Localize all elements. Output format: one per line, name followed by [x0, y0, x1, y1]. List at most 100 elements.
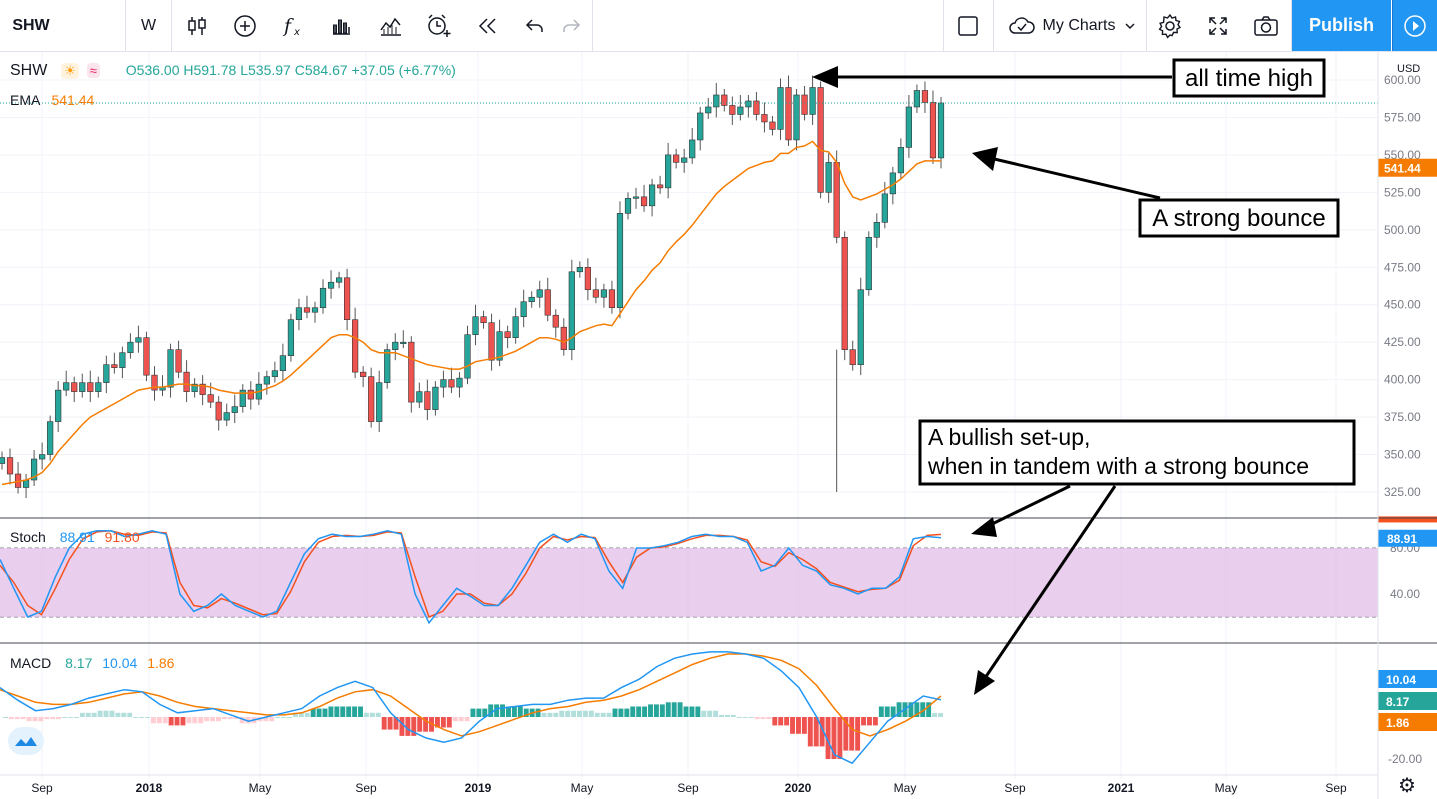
play-icon[interactable] [1392, 0, 1437, 51]
candle [344, 268, 351, 331]
stoch-d-value: 91.80 [104, 529, 140, 545]
gear-icon[interactable] [1150, 0, 1190, 51]
macd-hist-bar [2, 717, 8, 718]
macd-hist-bar [500, 704, 506, 717]
candle-body [745, 100, 752, 108]
candles-icon[interactable] [176, 0, 218, 51]
macd-hist-bar [115, 712, 121, 717]
candle-body [560, 326, 567, 350]
macd-hist-bar [304, 712, 310, 717]
add-indicator-icon[interactable] [224, 0, 266, 51]
candle-body [368, 376, 375, 422]
stoch-k-value: 88.91 [59, 529, 95, 545]
candle-body [881, 193, 888, 223]
currency-label: USD [1397, 63, 1420, 75]
time-axis[interactable]: Sep 2018 May Sep 2019 May Sep 2020 May Sep 2021 May… [31, 781, 1347, 795]
stoch-k-tag [1378, 529, 1437, 547]
layout-name: My Charts [1042, 16, 1116, 34]
macd-hist-bar [659, 704, 665, 717]
candle-body [335, 277, 343, 283]
candle [303, 295, 311, 319]
candle [167, 343, 174, 398]
candle-body [352, 319, 359, 373]
macd-hist-bar [227, 717, 233, 720]
macd-hist-bar [292, 712, 298, 717]
candle-body [319, 287, 327, 309]
camera-icon[interactable] [1246, 0, 1286, 51]
macd-hist-bar [819, 717, 825, 747]
macd-hist-bar [464, 717, 470, 722]
candle-body [841, 237, 848, 350]
price-tick-label: 475.00 [1384, 260, 1421, 274]
macd-hist-bar [85, 712, 91, 717]
macd-label[interactable]: MACD [10, 655, 52, 671]
time-tick-label: Sep [1004, 781, 1026, 795]
macd-hist-bar [73, 717, 79, 718]
macd-hist-bar [452, 717, 458, 722]
macd-hist-bar [482, 708, 488, 717]
price-axis[interactable]: 325.00 350.00 375.00 400.00 425.00 450.00 475.… [1378, 63, 1437, 766]
candle-body [408, 341, 415, 403]
candle [55, 381, 62, 433]
macd-hist-bar [144, 717, 150, 718]
macd-hist-bar [470, 708, 476, 717]
stoch-label[interactable]: Stoch [10, 529, 46, 545]
cloud-icon [1007, 15, 1037, 37]
macd-hist-bar [494, 704, 500, 717]
replay-icon[interactable] [466, 0, 508, 51]
interval-selector[interactable]: W [140, 16, 157, 34]
publish-button[interactable]: Publish [1292, 0, 1391, 51]
candle-body [608, 289, 616, 309]
my-charts-button[interactable]: My Charts [998, 0, 1144, 51]
legend-symbol[interactable]: SHW [10, 62, 48, 79]
macd-value-tag [1378, 713, 1437, 731]
candle [95, 376, 102, 398]
tradingview-logo[interactable] [8, 727, 44, 755]
candle [841, 231, 848, 361]
symbol-search[interactable]: SHW [12, 16, 50, 34]
candle-body [464, 334, 471, 379]
macd-hist-bar [434, 717, 440, 728]
candle-body [937, 102, 945, 159]
redo-icon[interactable] [550, 0, 592, 51]
settings-gear-icon[interactable]: ⚙ [1398, 775, 1416, 797]
candle [127, 333, 134, 359]
macd-hist-bar [281, 717, 287, 718]
candle-body [127, 341, 134, 353]
compare-icon[interactable] [370, 0, 412, 51]
macd-hist-bar [701, 710, 707, 717]
candle [352, 307, 359, 379]
undo-icon[interactable] [514, 0, 556, 51]
macd-hist-bar [867, 717, 872, 726]
bar-chart-icon[interactable] [320, 0, 362, 51]
macd-hist-bar [287, 717, 292, 718]
fullscreen-icon[interactable] [1198, 0, 1238, 51]
macd-hist-bar [772, 717, 778, 726]
candle-body [753, 100, 760, 115]
macd-hist-bar [790, 717, 796, 734]
candle [47, 415, 54, 461]
price-tick-label: 400.00 [1384, 373, 1421, 387]
macd-hist-bar [180, 717, 186, 726]
candle [63, 370, 70, 397]
macd-hist-bar [328, 706, 334, 717]
candle-body [817, 87, 824, 193]
market-status-icon: ☀ [61, 63, 79, 79]
chart-canvas[interactable]: 325.00 350.00 375.00 400.00 425.00 450.00 475.… [0, 52, 1437, 799]
candle-body [392, 341, 399, 350]
macd-hist-bar [648, 704, 653, 717]
layout-square-icon[interactable] [948, 0, 988, 51]
candle [408, 336, 415, 413]
macd-hist-bar [68, 717, 73, 718]
candle-body [793, 94, 800, 141]
macd-hist-bar [600, 712, 606, 717]
macd-hist-bar [517, 706, 523, 717]
alarm-icon[interactable] [418, 0, 460, 51]
candle [576, 261, 583, 278]
candle-body [568, 271, 575, 350]
macd-hist-bar [736, 717, 742, 718]
candle [640, 184, 648, 212]
ema-label[interactable]: EMA [10, 92, 40, 108]
candle-body [448, 379, 455, 388]
